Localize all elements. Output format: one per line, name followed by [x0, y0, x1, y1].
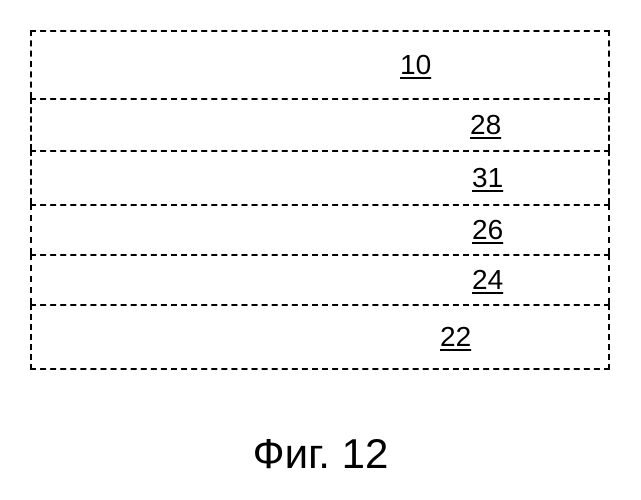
layer-label: 31: [472, 162, 503, 194]
layer-row: 31: [30, 150, 610, 204]
layer-row: 26: [30, 204, 610, 254]
layer-label: 10: [400, 49, 431, 81]
layer-row: 24: [30, 254, 610, 304]
layer-label: 22: [440, 321, 471, 353]
layer-label: 26: [472, 214, 503, 246]
figure-caption: Фиг. 12: [0, 430, 641, 478]
layer-label: 28: [470, 109, 501, 141]
layer-row: 10: [30, 30, 610, 98]
layer-row: 22: [30, 304, 610, 370]
layer-row: 28: [30, 98, 610, 150]
layer-diagram: 10 28 31 26 2422: [30, 30, 610, 370]
layer-label: 24: [472, 264, 503, 296]
